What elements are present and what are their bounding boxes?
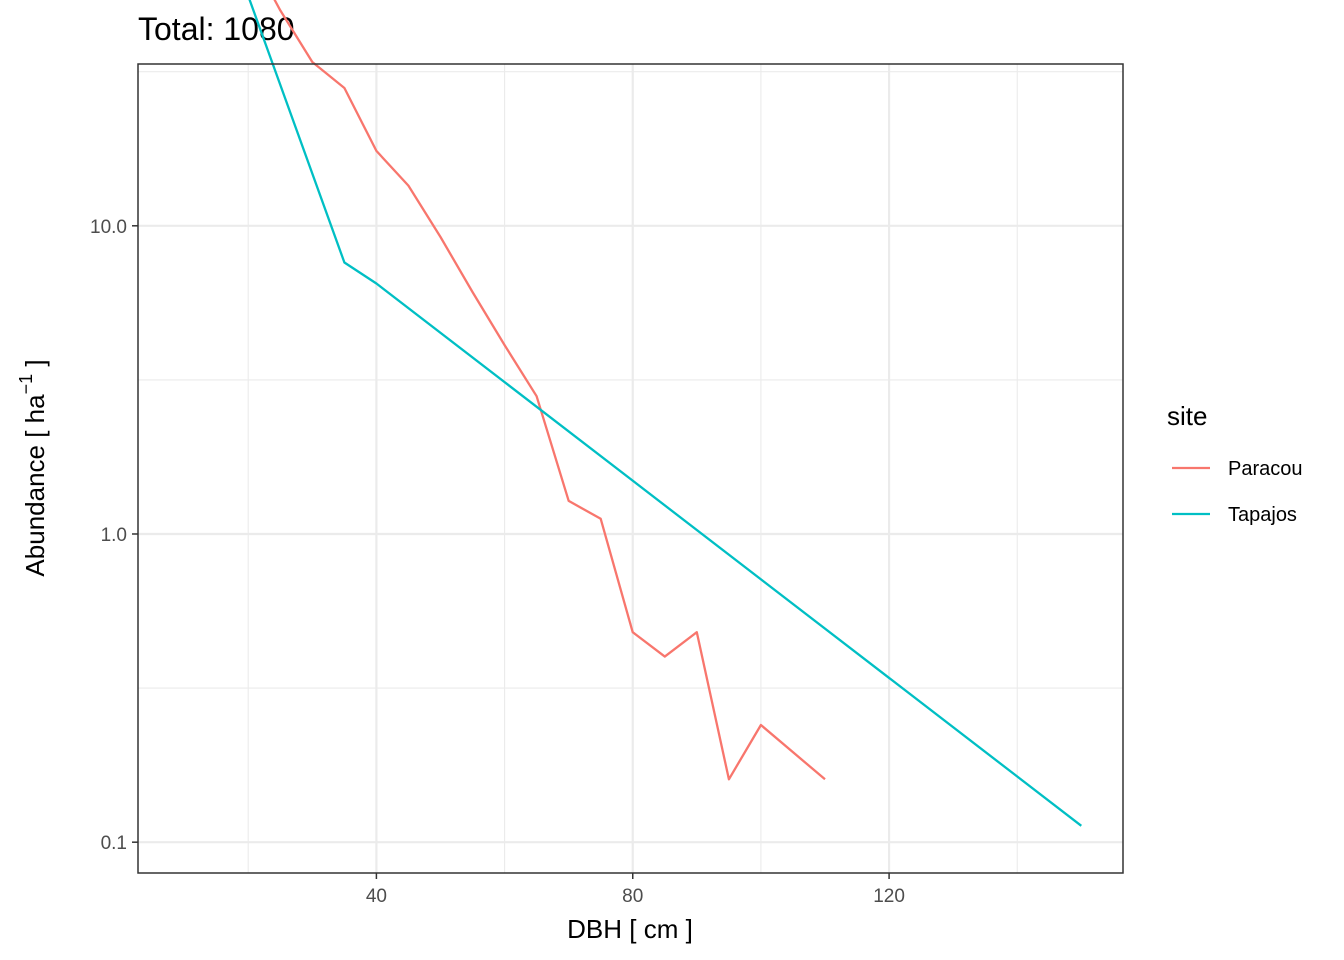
chart-title: Total: 1080 — [138, 11, 295, 47]
y-axis-title-superscript: −1 — [16, 374, 36, 395]
major-gridlines — [138, 64, 1123, 873]
legend: site Paracou Tapajos — [1167, 401, 1303, 526]
series-line-paracou — [273, 0, 826, 781]
plot-area — [137, 0, 1124, 874]
x-axis-title: DBH [ cm ] — [567, 914, 693, 944]
x-tick-label: 40 — [366, 886, 387, 907]
series-lines — [248, 0, 1083, 827]
x-axis: 40 80 120 — [366, 873, 905, 907]
y-tick-label: 0.1 — [101, 833, 127, 854]
legend-title: site — [1167, 401, 1207, 431]
y-tick-label: 1.0 — [101, 525, 127, 546]
plot-background — [138, 64, 1123, 873]
y-tick-label: 10.0 — [90, 217, 127, 238]
plot-border — [137, 63, 1124, 874]
series-line-tapajos — [248, 0, 1083, 827]
y-axis: 0.11.010.0100.0 — [90, 217, 138, 854]
legend-label-tapajos: Tapajos — [1228, 504, 1297, 526]
y-axis-title-main: Abundance [ ha — [20, 394, 50, 577]
legend-label-paracou: Paracou — [1228, 458, 1303, 480]
x-tick-label: 80 — [622, 886, 643, 907]
y-axis-title-end: ] — [20, 359, 50, 373]
x-tick-label: 120 — [873, 886, 905, 907]
y-axis-title: Abundance [ ha−1 ] — [16, 359, 50, 576]
minor-gridlines — [138, 64, 1123, 873]
